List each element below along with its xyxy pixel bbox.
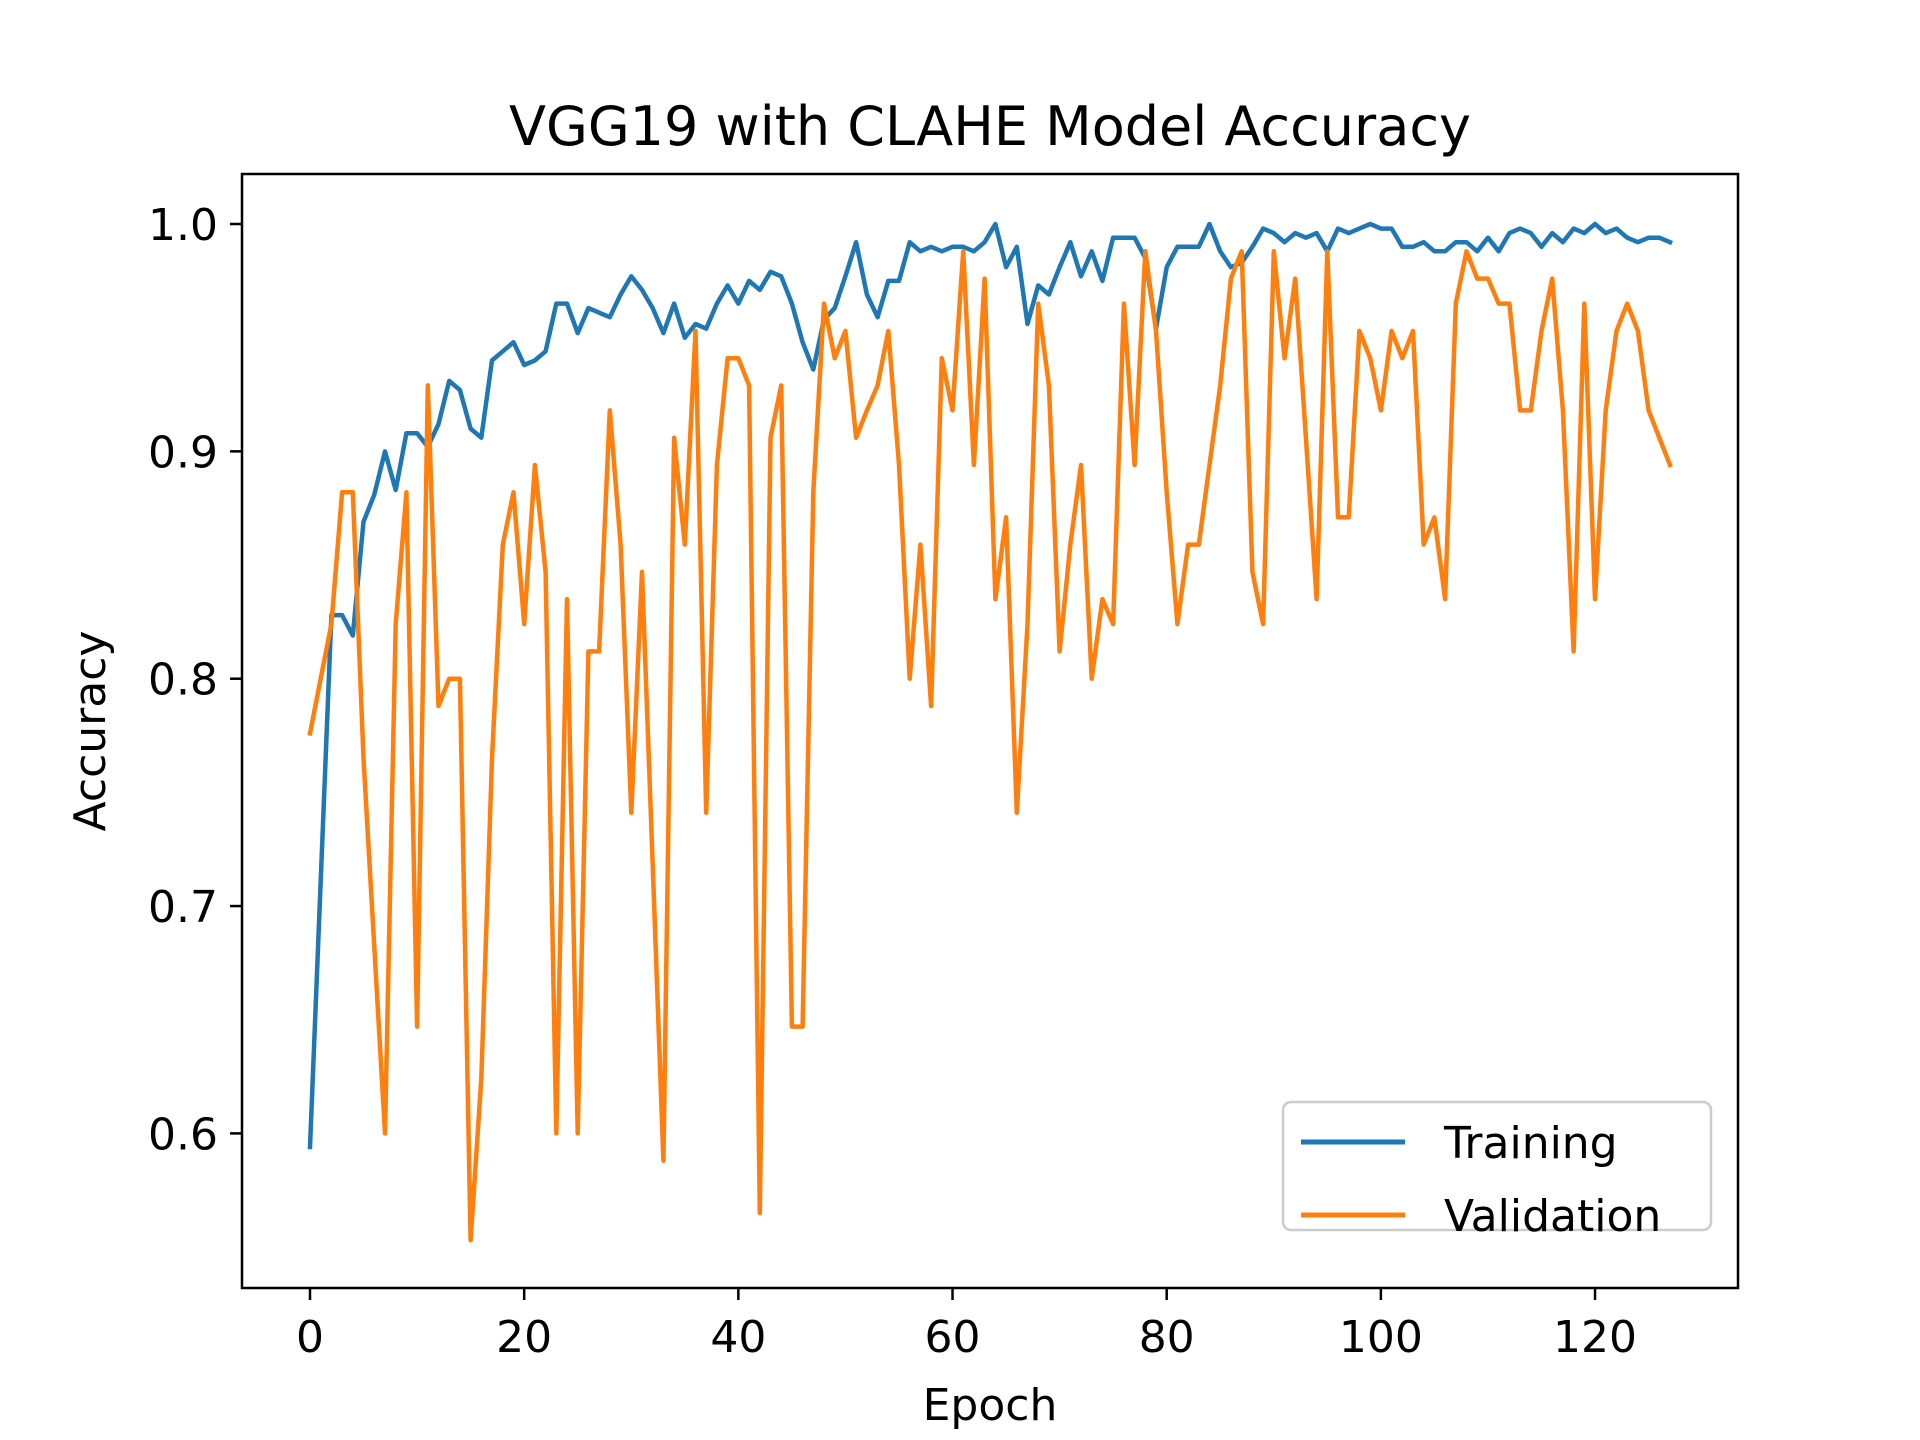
y-axis: 0.6 0.7 0.8 0.9 1.0 bbox=[148, 200, 242, 1160]
x-axis: 0 20 40 60 80 100 120 bbox=[296, 1288, 1637, 1363]
x-tick-label: 0 bbox=[296, 1312, 324, 1363]
y-tick-label: 0.9 bbox=[148, 427, 218, 478]
plot-frame bbox=[240, 172, 1740, 1290]
y-tick-label: 0.7 bbox=[148, 882, 218, 933]
series-line-validation bbox=[307, 249, 1673, 1243]
x-tick-label: 60 bbox=[925, 1312, 981, 1363]
y-tick-label: 1.0 bbox=[148, 200, 218, 251]
legend-validation-label: Validation bbox=[1444, 1191, 1661, 1242]
x-tick-label: 20 bbox=[496, 1312, 552, 1363]
series-line-training bbox=[307, 221, 1673, 1150]
x-axis-label: Epoch bbox=[923, 1380, 1058, 1431]
chart-title: VGG19 with CLAHE Model Accuracy bbox=[509, 95, 1471, 158]
x-tick-label: 80 bbox=[1139, 1312, 1195, 1363]
series-layer bbox=[307, 221, 1673, 1243]
legend-box bbox=[1281, 1100, 1713, 1232]
x-tick-label: 100 bbox=[1339, 1312, 1423, 1363]
x-tick-label: 120 bbox=[1553, 1312, 1637, 1363]
legend: Training Validation bbox=[1281, 1100, 1713, 1242]
legend-training-label: Training bbox=[1443, 1118, 1618, 1169]
y-axis-label: Accuracy bbox=[65, 631, 116, 832]
y-tick-label: 0.6 bbox=[148, 1109, 218, 1160]
y-tick-label: 0.8 bbox=[148, 655, 218, 706]
x-tick-label: 40 bbox=[710, 1312, 766, 1363]
